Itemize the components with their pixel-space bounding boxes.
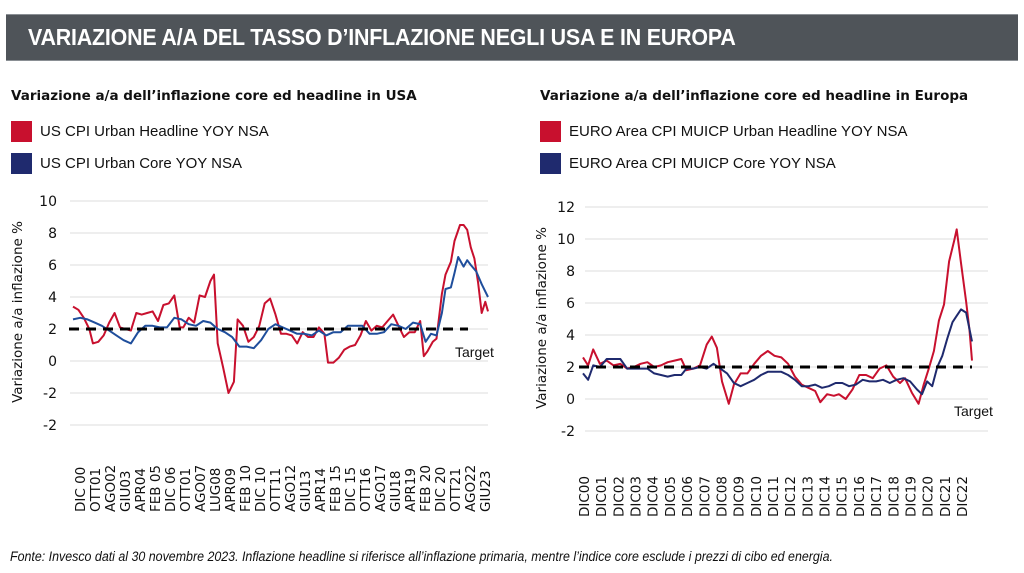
y-tick-label: 10: [557, 232, 575, 248]
x-tick-label: DIC03: [629, 476, 645, 517]
legend-swatch-red: [540, 121, 561, 142]
x-tick-label: DIC15: [835, 476, 851, 517]
target-label: Target: [954, 403, 993, 419]
core-series-line: [582, 308, 973, 396]
x-tick-label: DIC 20: [433, 467, 449, 512]
legend-label: EURO Area CPI MUICP Urban Headline YOY N…: [569, 123, 908, 140]
x-tick-label: APR04: [133, 468, 149, 512]
y-axis-title: Variazione a/a inflazione %: [10, 221, 26, 403]
x-tick-label: DIC21: [938, 476, 954, 517]
y-tick-label: 6: [566, 296, 575, 312]
x-tick-label: DIC04: [646, 476, 662, 517]
y-tick-label: 4: [566, 328, 575, 344]
core-series-line: [72, 256, 489, 350]
x-tick-label: FEB 05: [148, 465, 164, 512]
x-tick-label: DIC18: [886, 476, 902, 517]
headline-series-line: [582, 228, 973, 405]
x-tick-label: DIC00: [577, 476, 593, 517]
x-tick-label: DIC 10: [253, 467, 269, 512]
x-tick-label: OTT01: [88, 468, 104, 512]
title-banner: VARIAZIONE A/A DEL TASSO D’INFLAZIONE NE…: [6, 14, 1018, 61]
x-tick-label: DIC01: [594, 476, 610, 517]
x-tick-label: DIC17: [869, 476, 885, 517]
x-tick-label: DIC22: [955, 476, 971, 517]
x-tick-label: DIC05: [663, 476, 679, 517]
usa-legend-core: US CPI Urban Core YOY NSA: [11, 153, 242, 174]
y-tick-label: 0: [566, 392, 575, 408]
x-tick-label: AGO07: [193, 465, 209, 512]
y-tick-label: 8: [566, 264, 575, 280]
x-tick-label: DIC08: [714, 476, 730, 517]
x-tick-label: OTT11: [268, 468, 284, 512]
legend-swatch-red: [11, 121, 32, 142]
y-tick-label: 8: [48, 226, 57, 242]
x-tick-label: DIC 00: [73, 467, 89, 512]
legend-swatch-blue: [11, 153, 32, 174]
x-tick-label: FEB 15: [328, 465, 344, 512]
headline-series-line: [72, 224, 489, 394]
source-footnote: Fonte: Invesco dati al 30 novembre 2023.…: [10, 549, 833, 564]
x-tick-label: APR09: [223, 468, 239, 512]
legend-swatch-blue: [540, 153, 561, 174]
x-tick-label: DIC14: [818, 476, 834, 517]
x-tick-label: DIC02: [611, 476, 627, 517]
x-tick-label: DIC 15: [343, 467, 359, 512]
europe-legend-core: EURO Area CPI MUICP Core YOY NSA: [540, 153, 836, 174]
target-label: Target: [455, 344, 494, 360]
x-tick-label: GIU18: [388, 470, 404, 512]
x-tick-label: DIC11: [766, 476, 782, 517]
europe-chart-title: Variazione a/a dell’inflazione core ed h…: [540, 88, 969, 104]
y-tick-label: 2: [566, 360, 575, 376]
x-tick-label: OTT16: [358, 468, 374, 512]
x-tick-label: APR19: [403, 468, 419, 512]
y-tick-label: -2: [43, 418, 57, 434]
x-tick-label: OTT01: [178, 468, 194, 512]
x-tick-label: DIC20: [921, 476, 937, 517]
x-tick-label: OTT21: [448, 468, 464, 512]
europe-legend-headline: EURO Area CPI MUICP Urban Headline YOY N…: [540, 121, 907, 142]
x-tick-label: APR14: [313, 468, 329, 512]
x-tick-label: DIC 06: [163, 467, 179, 512]
y-tick-label: 10: [39, 194, 57, 210]
y-tick-label: 0: [48, 354, 57, 370]
y-tick-label: 2: [48, 322, 57, 338]
x-tick-label: DIC10: [749, 476, 765, 517]
x-tick-label: LUG08: [208, 468, 224, 512]
y-tick-label: -2: [561, 424, 575, 440]
y-axis-title: Variazione a/a inflazione %: [534, 227, 550, 409]
y-tick-label: -2: [43, 386, 57, 402]
usa-chart-title: Variazione a/a dell’inflazione core ed h…: [11, 88, 417, 104]
x-tick-label: AGO02: [103, 465, 119, 512]
x-tick-label: DIC12: [783, 476, 799, 517]
y-tick-label: 4: [48, 290, 57, 306]
x-tick-label: DIC09: [732, 476, 748, 517]
legend-label: US CPI Urban Core YOY NSA: [40, 155, 243, 172]
usa-legend-headline: US CPI Urban Headline YOY NSA: [11, 121, 269, 142]
legend-label: US CPI Urban Headline YOY NSA: [40, 123, 269, 140]
x-tick-label: GIU03: [118, 470, 134, 512]
x-tick-label: GIU23: [478, 470, 494, 512]
x-tick-label: AGO12: [283, 465, 299, 512]
x-tick-label: DIC06: [680, 476, 696, 517]
x-tick-label: FEB 20: [418, 465, 434, 512]
x-tick-label: AGO22: [463, 465, 479, 512]
page-title: VARIAZIONE A/A DEL TASSO D’INFLAZIONE NE…: [28, 24, 736, 50]
x-tick-label: DIC16: [852, 476, 868, 517]
x-tick-label: DIC07: [697, 476, 713, 517]
x-tick-label: FEB 10: [238, 465, 254, 512]
legend-label: EURO Area CPI MUICP Core YOY NSA: [569, 155, 836, 172]
x-tick-label: DIC13: [800, 476, 816, 517]
y-tick-label: 12: [557, 200, 575, 216]
x-tick-label: DIC19: [903, 476, 919, 517]
y-tick-label: 6: [48, 258, 57, 274]
x-tick-label: AGO17: [373, 465, 389, 512]
x-tick-label: GIU13: [298, 470, 314, 512]
